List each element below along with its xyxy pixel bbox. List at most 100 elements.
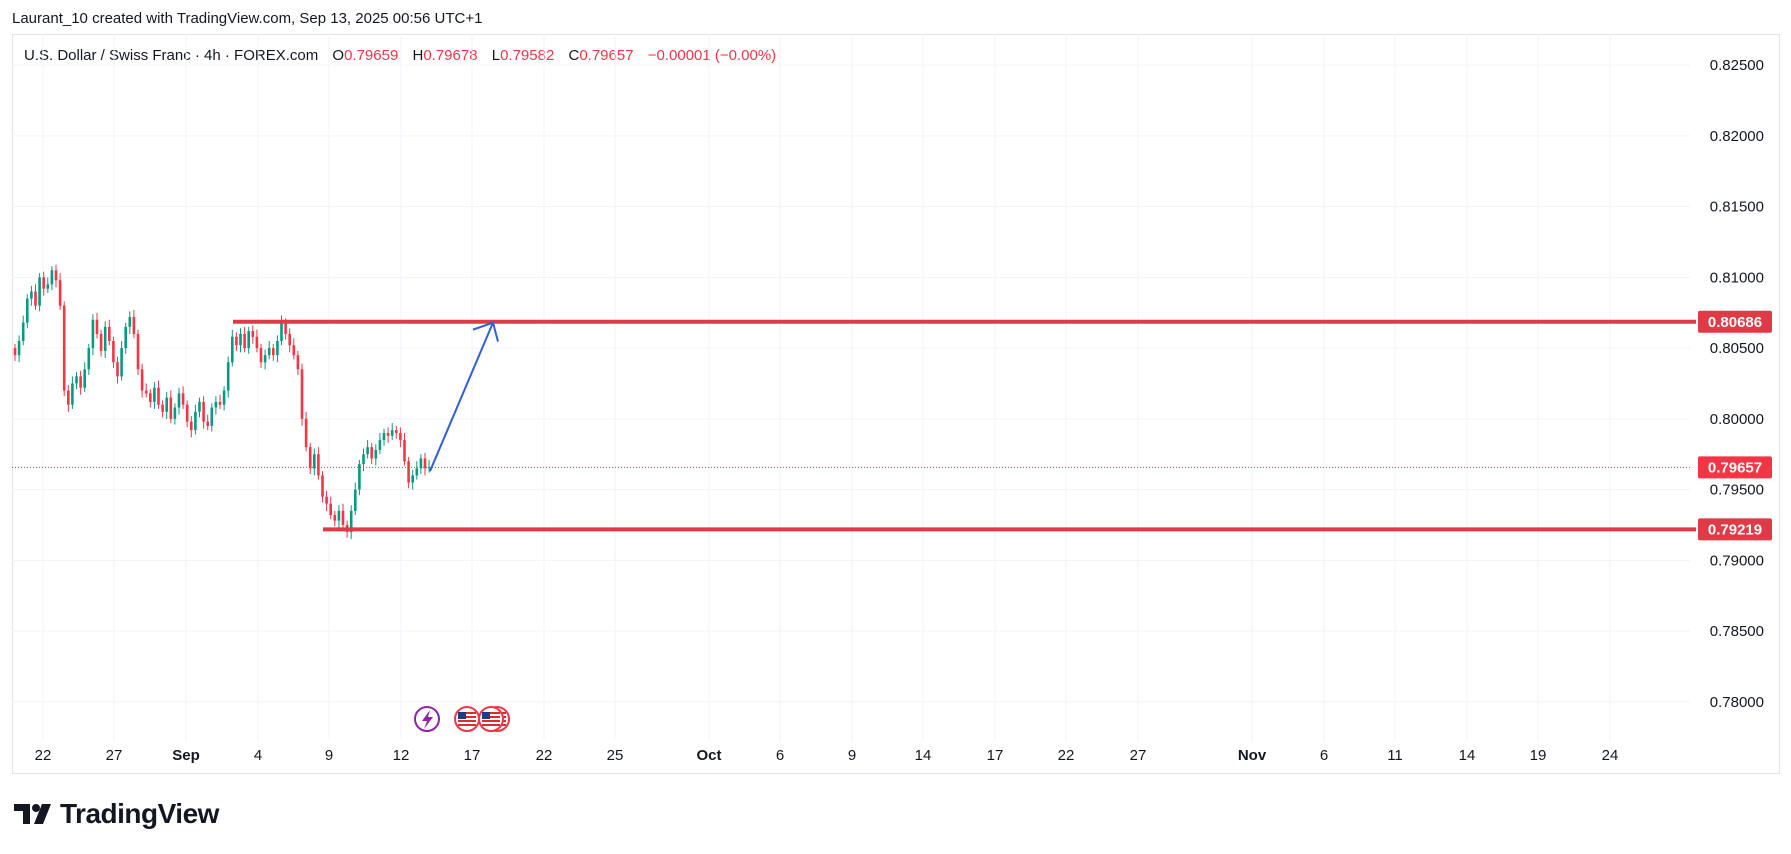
candle <box>42 271 45 296</box>
candle <box>54 264 58 288</box>
level-price-tag[interactable]: 0.79219 <box>1698 518 1772 541</box>
candle <box>149 389 152 408</box>
candle <box>58 273 62 310</box>
time-tick-label: 27 <box>106 747 123 764</box>
time-tick-label: 22 <box>1058 747 1075 764</box>
time-tick-label: 11 <box>1387 747 1403 764</box>
candle <box>132 309 136 339</box>
candle <box>378 432 382 455</box>
time-tick-label: 9 <box>325 747 333 764</box>
candle <box>255 329 259 353</box>
candle <box>317 447 320 480</box>
candle <box>50 266 54 291</box>
time-tick-label: 4 <box>254 747 262 764</box>
candle <box>263 349 267 370</box>
time-axis[interactable]: 22 27 Sep 4 9 12 17 22 25 Oct 6 9 14 17 22 27 Nov 6 11 14 19… <box>35 747 1619 764</box>
candle <box>370 442 373 465</box>
price-tick-label: 0.80500 <box>1710 340 1764 357</box>
candle <box>259 343 263 368</box>
tradingview-logo-text: TradingView <box>60 798 219 829</box>
candle <box>395 425 398 439</box>
candle <box>341 503 345 530</box>
candle <box>75 372 78 390</box>
horizontal-levels[interactable]: 0.79657 0.80686 0.79219 <box>233 310 1772 541</box>
candle <box>116 356 119 384</box>
chart-frame <box>12 34 1780 774</box>
candle <box>87 343 91 375</box>
price-axis[interactable]: 0.82500 0.82000 0.81500 0.81000 0.80500 0.800… <box>1710 57 1764 711</box>
candle <box>358 459 361 496</box>
candle <box>144 383 148 398</box>
candle <box>308 442 312 475</box>
candle <box>128 311 132 334</box>
candle <box>173 403 177 425</box>
open-value: 0.79659 <box>344 47 399 64</box>
candle <box>206 414 209 431</box>
time-tick-label: 14 <box>1459 747 1476 764</box>
candle <box>222 386 226 411</box>
candle <box>124 322 127 354</box>
time-tick-label: 17 <box>464 747 481 764</box>
candle <box>337 505 341 528</box>
candle <box>210 403 214 432</box>
candle <box>99 329 103 357</box>
candle <box>120 341 123 381</box>
price-tick-label: 0.78500 <box>1710 623 1764 640</box>
candle <box>300 363 304 426</box>
low-label: L <box>491 47 501 64</box>
candle <box>235 332 238 351</box>
projection-arrow[interactable] <box>429 321 499 472</box>
price-tick-label: 0.81500 <box>1710 199 1764 216</box>
candle <box>423 452 427 476</box>
us-flag-event-icon[interactable] <box>454 706 480 732</box>
tradingview-logo-icon <box>14 804 51 824</box>
candle <box>218 394 222 409</box>
time-tick-label: Oct <box>696 747 721 764</box>
candle <box>34 284 37 310</box>
close-value: 0.79657 <box>579 47 634 64</box>
candle <box>276 335 279 363</box>
high-label: H <box>412 47 424 64</box>
candle <box>231 329 234 367</box>
candle <box>382 428 386 446</box>
candle <box>304 411 308 452</box>
candle <box>411 469 414 490</box>
time-tick-label: 14 <box>915 747 932 764</box>
candle <box>185 400 189 428</box>
candle <box>329 496 332 520</box>
price-tick-label: 0.79500 <box>1710 482 1764 499</box>
candle <box>313 448 316 476</box>
time-tick-label: Nov <box>1238 747 1267 764</box>
time-tick-label: 22 <box>536 747 553 764</box>
low-value: 0.79582 <box>500 47 555 64</box>
level-price-tag-text: 0.79219 <box>1708 521 1762 538</box>
candle <box>386 427 390 443</box>
symbol-title[interactable]: U.S. Dollar / Swiss Franc · 4h · FOREX.c… <box>24 47 319 64</box>
candle <box>17 335 21 363</box>
high-value: 0.79678 <box>423 47 478 64</box>
symbol-legend: U.S. Dollar / Swiss Franc · 4h · FOREX.c… <box>24 47 776 64</box>
candle <box>30 285 33 306</box>
time-tick-label: 22 <box>35 747 52 764</box>
candle <box>83 362 86 392</box>
tradingview-logo[interactable]: TradingView <box>14 798 219 830</box>
candle <box>366 440 369 459</box>
candle <box>46 277 50 293</box>
candle <box>267 341 271 360</box>
candle <box>202 396 205 429</box>
lightning-event-icon[interactable] <box>414 706 440 732</box>
candle <box>165 391 168 419</box>
price-tick-label: 0.81000 <box>1710 269 1764 286</box>
candle <box>79 370 82 395</box>
candle <box>153 382 156 409</box>
level-price-tag[interactable]: 0.80686 <box>1698 310 1772 333</box>
projection-line[interactable] <box>429 322 494 472</box>
candle <box>136 329 140 375</box>
us-flag-event-icon[interactable] <box>478 706 504 732</box>
candle <box>190 416 193 438</box>
event-markers[interactable] <box>414 706 510 732</box>
grid-lines <box>12 34 1690 740</box>
last-price-tag[interactable]: 0.79657 <box>1698 456 1772 479</box>
time-tick-label: 17 <box>987 747 1004 764</box>
